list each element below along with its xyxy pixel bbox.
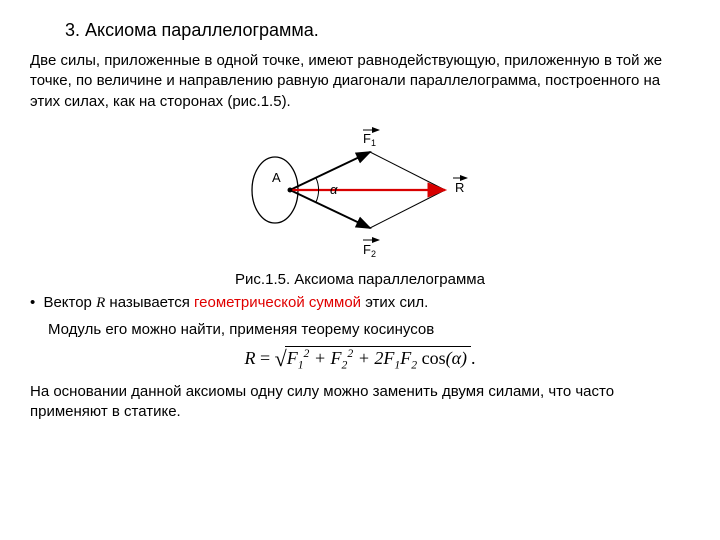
parallelogram-diagram: Aα F1 F2 R: [30, 120, 690, 269]
bullet-geometric-sum: Вектор R называется геометрической суммо…: [30, 294, 690, 312]
svg-text:R: R: [455, 180, 464, 195]
bullet-text-pre: Вектор: [43, 294, 96, 311]
paragraph-cosine: Модуль его можно найти, применяя теорему…: [48, 320, 690, 340]
symbol-R: R: [96, 295, 105, 311]
paragraph-1: Две силы, приложенные в одной точке, име…: [30, 51, 690, 112]
bullet-text-post: этих сил.: [361, 294, 428, 311]
formula-cosine-law: R = √F12 + F22 + 2F1F2 cos(α).: [30, 346, 690, 372]
paragraph-2: На основании данной аксиомы одну силу мо…: [30, 382, 690, 423]
svg-text:F1: F1: [363, 131, 376, 148]
bullet-text-red: геометрической суммой: [194, 294, 361, 311]
svg-text:F2: F2: [363, 242, 376, 259]
figure-caption: Рис.1.5. Аксиома параллелограмма: [30, 271, 690, 288]
bullet-text-mid: называется: [105, 294, 194, 311]
section-title: 3. Аксиома параллелограмма.: [65, 20, 690, 41]
svg-text:A: A: [272, 170, 281, 185]
svg-text:α: α: [330, 182, 338, 197]
